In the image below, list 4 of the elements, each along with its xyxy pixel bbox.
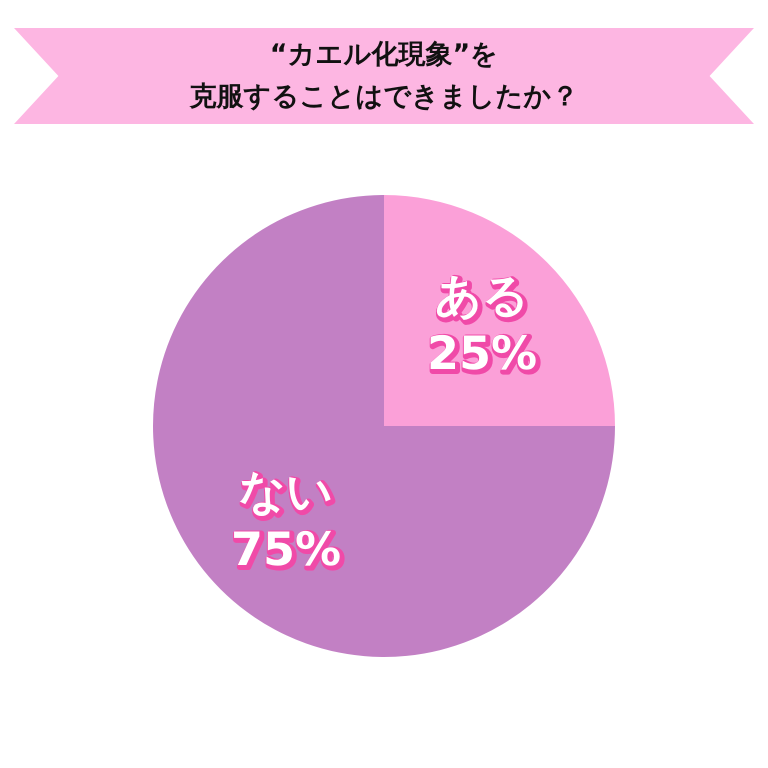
data-label: 75%	[232, 524, 344, 578]
chart-title: “カエル化現象”を	[268, 38, 500, 72]
chart-subtitle: 克服することはできましたか？	[188, 80, 580, 114]
data-label: 25%	[428, 328, 540, 382]
